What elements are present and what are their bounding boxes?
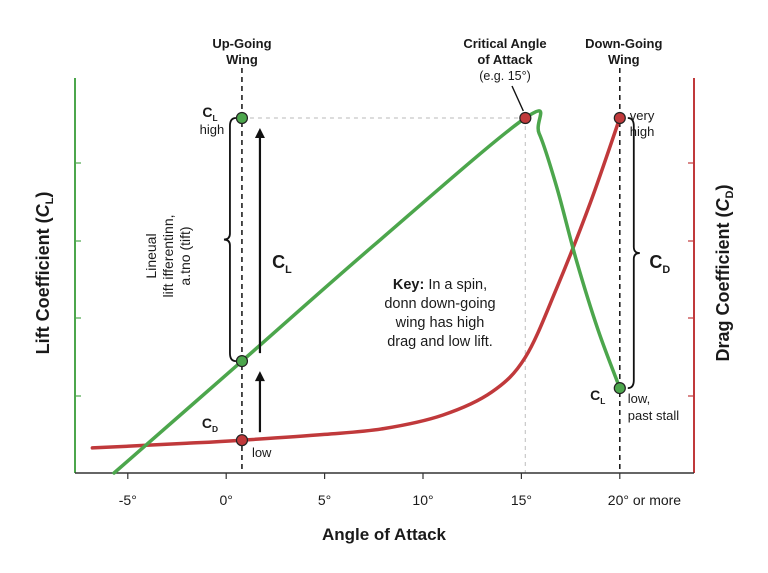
- cd-bracket-label: CD: [649, 252, 670, 276]
- x-tick-label: 0°: [220, 492, 233, 508]
- drag-point-marker: [235, 434, 249, 447]
- down-going-label: Down-Going: [585, 36, 662, 51]
- left-bracket: [223, 117, 237, 362]
- x-tick-label: 20° or more: [608, 492, 682, 508]
- drag-arrow-head: [254, 371, 265, 382]
- up-going-label: Up-Going: [212, 36, 271, 51]
- x-tick-label: 10°: [412, 492, 433, 508]
- lift-curve: [112, 109, 622, 475]
- vertical-note-line: Lineual: [143, 233, 159, 278]
- key-line: donn down-going: [384, 296, 495, 312]
- vertical-note-line: lift ifferentinn,: [160, 214, 176, 297]
- x-axis-title: Angle of Attack: [322, 525, 447, 544]
- x-tick-label: -5°: [119, 492, 137, 508]
- critical-label: (e.g. 15°): [479, 69, 531, 83]
- lift-point-marker: [235, 111, 249, 125]
- grid-layer: [241, 68, 621, 473]
- cd-low-text: low: [252, 445, 272, 460]
- y-axis-title-right: Drag Coefficient (CD): [713, 185, 736, 362]
- cl-high-symbol: CL: [202, 104, 217, 123]
- x-tick-label: 5°: [318, 492, 331, 508]
- x-tick-label: 15°: [511, 492, 532, 508]
- vertical-note-line: a.tno (tift): [177, 226, 193, 285]
- drag-point-marker: [519, 111, 532, 125]
- very-high-text: high: [630, 124, 655, 139]
- key-line: wing has high: [395, 315, 485, 331]
- cl-bracket-label: CL: [272, 252, 292, 276]
- critical-label: Critical Angle: [463, 36, 546, 51]
- drag-point-marker: [613, 111, 626, 125]
- down-going-label: Wing: [608, 52, 640, 67]
- key-line: drag and low lift.: [387, 334, 493, 350]
- key-line: Key: In a spin,: [393, 277, 487, 293]
- critical-label: of Attack: [477, 52, 533, 67]
- vertical-note: Lineual lift ifferentinn, a.tno (tift): [143, 214, 193, 297]
- lift-point-marker: [613, 382, 626, 395]
- very-high-text: very: [630, 108, 655, 123]
- cl-high-text: high: [200, 122, 225, 137]
- lift-point-marker: [235, 354, 249, 368]
- up-going-label: Wing: [226, 52, 258, 67]
- low-past-stall-text: past stall: [628, 408, 679, 423]
- cl-low-symbol: CL: [590, 387, 605, 406]
- lift-arrow-head: [254, 128, 265, 138]
- right-bracket: [627, 117, 640, 390]
- cd-low-symbol: CD: [202, 415, 218, 434]
- markers-layer: [235, 111, 626, 447]
- low-past-stall-text: low,: [628, 391, 650, 406]
- y-axis-title-left: Lift Coefficient (CL): [33, 192, 56, 355]
- axes-layer: -5° 0° 5° 10° 15° 20° or more Angle of Attack L…: [33, 78, 736, 544]
- critical-pointer: [511, 85, 524, 112]
